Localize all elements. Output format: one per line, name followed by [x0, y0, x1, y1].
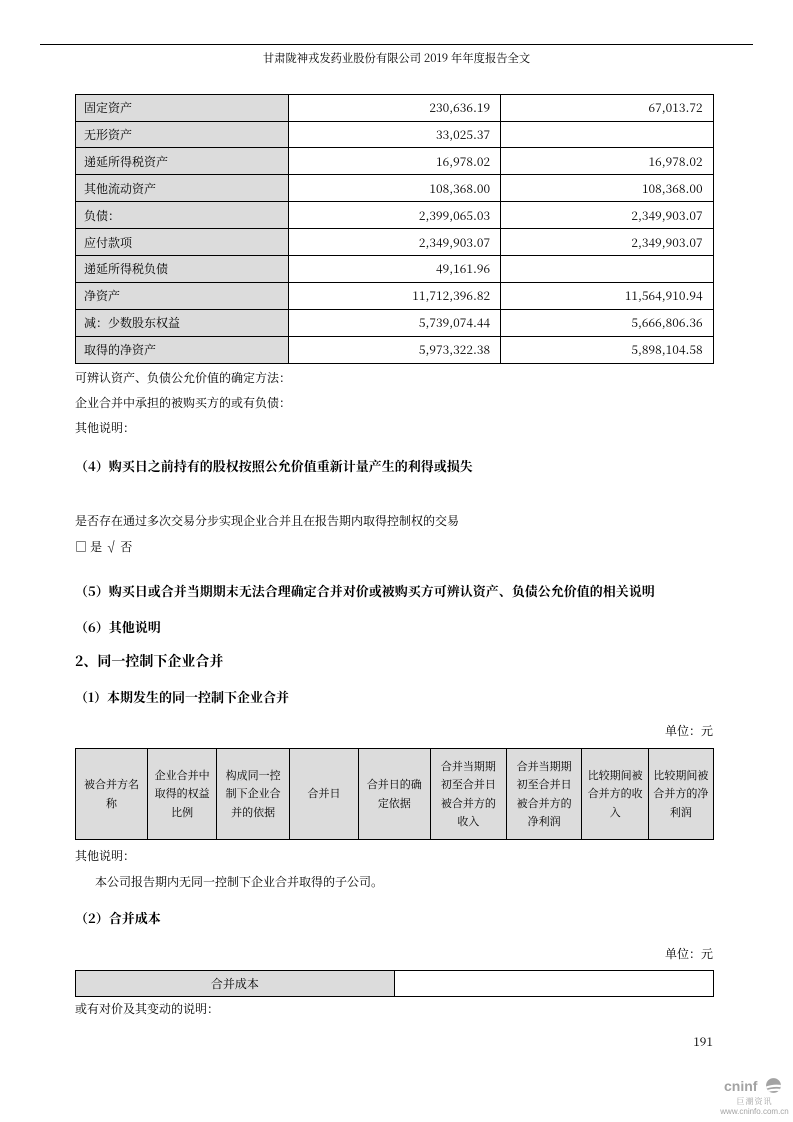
svg-text:cninf: cninf	[724, 1078, 758, 1094]
